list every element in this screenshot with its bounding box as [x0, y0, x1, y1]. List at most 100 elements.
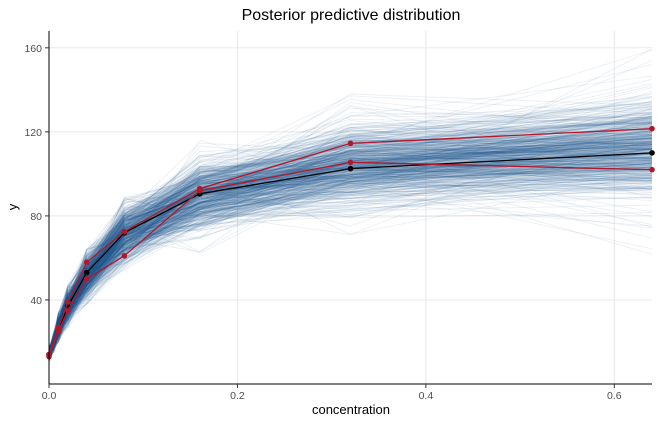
axes: [48, 31, 652, 385]
posterior-draw-line: [48, 119, 653, 351]
posterior-draw-line: [48, 167, 653, 357]
posterior-draw-line: [48, 127, 653, 354]
posterior-draw-line: [48, 100, 653, 348]
posterior-draw-line: [48, 93, 653, 347]
posterior-draw-line: [48, 185, 653, 359]
posterior-draw-line: [48, 162, 653, 357]
posterior-draw-line: [48, 161, 653, 353]
posterior-draw-line: [48, 118, 653, 352]
posterior-draw-line: [48, 153, 653, 358]
posterior-draw-line: [48, 152, 653, 357]
grid-lines: [48, 31, 652, 384]
posterior-draw-line: [48, 160, 653, 352]
posterior-draw-line: [48, 136, 653, 352]
posterior-draw-line: [48, 131, 653, 353]
posterior-draw-line: [48, 156, 653, 354]
posterior-draw-line: [48, 118, 653, 348]
posterior-draw-line: [48, 166, 653, 354]
x-tick-label: 0.6: [607, 390, 622, 402]
posterior-draw-line: [48, 180, 653, 360]
posterior-draw-line: [48, 132, 653, 350]
posterior-draw-line: [48, 119, 653, 351]
posterior-draw-line: [48, 181, 653, 362]
posterior-draw-line: [48, 125, 653, 352]
posterior-draw-line: [48, 119, 653, 353]
posterior-draw-line: [48, 192, 653, 360]
posterior-draw-line: [48, 211, 653, 358]
posterior-draw-line: [48, 134, 653, 351]
posterior-draw-line: [48, 101, 653, 352]
posterior-draw-line: [48, 116, 653, 348]
posterior-draw-line: [48, 181, 653, 355]
posterior-draw-line: [48, 143, 653, 359]
posterior-draw-line: [48, 168, 653, 361]
posterior-draw-line: [48, 147, 653, 358]
y-tick-label: 160: [24, 43, 42, 55]
posterior-draw-line: [48, 121, 653, 352]
posterior-draw-line: [48, 187, 653, 354]
posterior-draw-line: [48, 148, 653, 363]
posterior-draw-line: [48, 163, 653, 360]
posterior-draw-line: [48, 105, 653, 347]
y-tick-label: 80: [30, 211, 42, 223]
posterior-draw-line: [48, 131, 653, 353]
posterior-draw-line: [48, 176, 653, 359]
posterior-draw-line: [48, 107, 653, 353]
posterior-draw-line: [48, 126, 653, 352]
posterior-draw-line: [48, 179, 653, 358]
posterior-draw-line: [48, 165, 653, 359]
series-point-2: [65, 299, 71, 305]
posterior-draw-line: [48, 144, 653, 357]
posterior-draw-line: [48, 183, 653, 358]
posterior-draw-line: [48, 168, 653, 361]
posterior-draw-line: [48, 180, 653, 355]
posterior-draw-line: [48, 101, 653, 354]
posterior-draw-line: [48, 145, 653, 359]
posterior-draw-line: [48, 93, 653, 354]
series-point-3: [121, 253, 128, 259]
series-line-3: [48, 161, 653, 357]
posterior-draw-line: [48, 143, 653, 357]
posterior-draw-line: [48, 177, 653, 361]
posterior-draw-line: [48, 180, 653, 355]
posterior-draw-line: [48, 186, 653, 358]
posterior-draw-line: [48, 139, 653, 360]
posterior-draw-line: [48, 140, 653, 357]
series-point-1: [649, 150, 655, 156]
series-point-3: [55, 328, 62, 335]
posterior-draw-line: [48, 122, 653, 352]
posterior-draws: [48, 48, 653, 363]
series-point-3: [83, 276, 90, 282]
posterior-draw-line: [48, 96, 653, 350]
posterior-draw-line: [48, 186, 653, 360]
posterior-draw-line: [48, 134, 653, 351]
posterior-draw-line: [48, 167, 653, 358]
series-point-2: [347, 140, 354, 147]
posterior-draw-line: [48, 173, 653, 357]
posterior-draw-line: [48, 188, 653, 353]
posterior-draw-line: [48, 143, 653, 355]
posterior-draw-line: [48, 167, 653, 357]
posterior-draw-line: [48, 130, 653, 352]
series-point-1: [347, 165, 354, 172]
series-point-3: [649, 166, 655, 173]
chart-title: Posterior predictive distribution: [242, 7, 461, 24]
posterior-draw-line: [48, 121, 653, 348]
posterior-draw-line: [48, 182, 653, 361]
posterior-draw-line: [48, 118, 653, 354]
posterior-draw-line: [48, 122, 653, 350]
posterior-draw-line: [48, 187, 653, 358]
posterior-draw-line: [48, 101, 653, 360]
observed-series: [46, 125, 655, 360]
posterior-draw-line: [48, 143, 653, 357]
y-tick-label: 40: [30, 295, 42, 307]
posterior-draw-line: [48, 176, 653, 358]
x-axis-title: concentration: [312, 402, 390, 417]
posterior-draw-line: [48, 204, 653, 362]
posterior-draw-line: [48, 141, 653, 358]
posterior-draw-line: [48, 167, 653, 357]
posterior-draw-line: [48, 108, 653, 353]
posterior-draw-line: [48, 146, 653, 352]
posterior-draw-line: [48, 165, 653, 356]
tick-labels: 0.0 0.2 0.4 0.6 40 80 120 160: [24, 43, 621, 402]
